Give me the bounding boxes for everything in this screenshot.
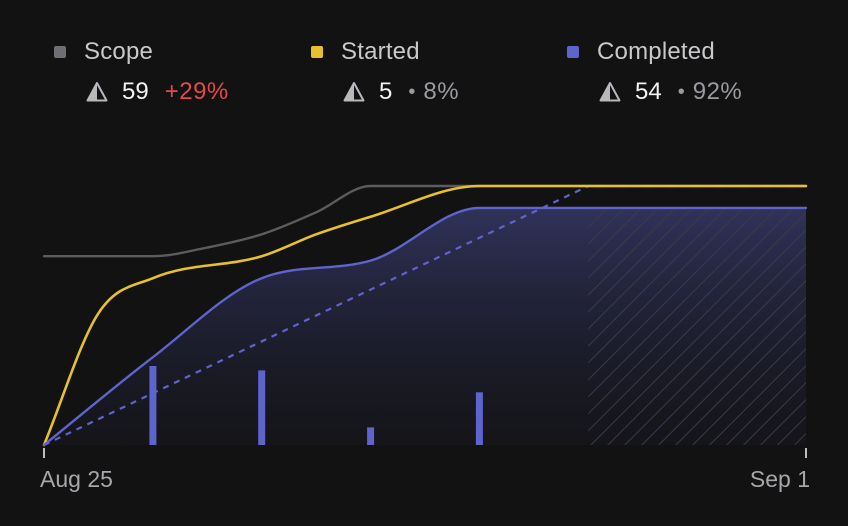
separator-dot-icon: • — [408, 80, 416, 103]
started-percent: 8% — [423, 78, 460, 105]
daily-completed-bar-1 — [149, 366, 157, 445]
scope-value: 59 — [122, 78, 149, 105]
triangle-estimate-icon — [599, 82, 621, 102]
legend-completed-label: Completed — [597, 38, 715, 65]
x-tick-label-end: Sep 1 — [749, 466, 810, 492]
started-swatch-icon — [311, 46, 323, 58]
series-lines — [42, 184, 808, 447]
completed-value: 54 — [635, 78, 662, 105]
scope-swatch-icon — [54, 46, 66, 58]
daily-completed-bar-2 — [258, 370, 266, 445]
future-period-layer — [588, 207, 806, 445]
legend-scope-stats: 59 +29% — [86, 76, 229, 108]
legend-item-scope[interactable]: Scope 59 +29% — [54, 36, 229, 108]
legend-scope-header: Scope — [54, 36, 229, 68]
completed-swatch-icon — [567, 46, 579, 58]
legend-item-started[interactable]: Started 5 • 8% — [311, 36, 459, 108]
legend-scope-label: Scope — [84, 38, 154, 65]
legend-completed-header: Completed — [567, 36, 742, 68]
separator-dot-icon: • — [677, 80, 685, 103]
chart-legend: Scope 59 +29% Started — [54, 36, 814, 116]
legend-started-header: Started — [311, 36, 459, 68]
legend-started-label: Started — [341, 38, 420, 65]
triangle-estimate-icon — [343, 82, 365, 102]
legend-item-completed[interactable]: Completed 54 • 92% — [567, 36, 742, 108]
daily-completed-bars — [149, 366, 483, 445]
x-tick-label-start: Aug 25 — [40, 466, 113, 492]
scope-change: +29% — [164, 78, 229, 105]
completed-percent: 92% — [692, 78, 743, 105]
future-hatch-area — [588, 207, 806, 445]
daily-completed-bar-4 — [475, 392, 483, 445]
started-value: 5 — [379, 78, 393, 105]
triangle-estimate-icon — [86, 82, 108, 102]
daily-completed-bar-3 — [367, 427, 375, 445]
started-series-line — [42, 184, 808, 447]
x-axis — [43, 448, 807, 458]
completed-series-line — [42, 206, 808, 447]
legend-completed-stats: 54 • 92% — [599, 76, 742, 108]
legend-started-stats: 5 • 8% — [343, 76, 459, 108]
